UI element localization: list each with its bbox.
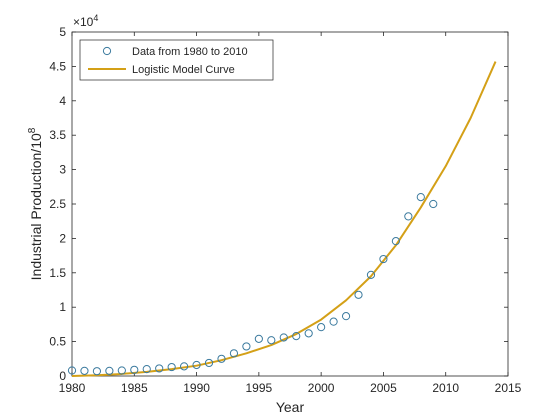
y-tick-label: 3.5 [49, 128, 66, 142]
data-point-marker [105, 366, 114, 375]
data-point-marker [391, 237, 400, 246]
data-point-marker [229, 349, 239, 358]
model-curve-line [71, 61, 497, 377]
y-tick-label: 1 [59, 300, 66, 314]
data-point-marker [341, 312, 351, 321]
data-point-marker [80, 366, 89, 375]
y-tick-label: 4 [59, 94, 66, 108]
data-point-marker [155, 364, 164, 373]
data-point-marker [217, 354, 226, 363]
y-tick-label: 4.5 [49, 59, 66, 73]
data-point-marker [192, 360, 201, 370]
x-tick-label: 2015 [495, 381, 522, 395]
legend: Data from 1980 to 2010 Logistic Model Cu… [79, 39, 274, 81]
legend-box [79, 39, 274, 81]
data-point-marker [329, 317, 338, 326]
y-tick-label: 2 [59, 231, 66, 245]
y-tick-label: 1.5 [49, 266, 66, 280]
data-point-marker [292, 331, 301, 341]
data-point-marker [429, 199, 438, 209]
data-point-marker [267, 336, 276, 345]
x-tick-label: 1980 [59, 381, 86, 395]
legend-marker-data [102, 46, 112, 56]
data-point-marker [142, 365, 151, 374]
x-tick-label: 1990 [183, 381, 210, 395]
x-tick-label: 2005 [370, 381, 397, 395]
data-point-marker [366, 270, 376, 279]
data-point-marker [117, 366, 126, 375]
x-tick-label: 2010 [432, 381, 459, 395]
y-tick-label: 3 [59, 163, 66, 177]
y-tick-label: 0 [59, 369, 66, 383]
x-tick-label: 1985 [121, 381, 148, 395]
y-exponent-power: 4 [93, 13, 98, 23]
y-exponent-base: ×104 [73, 13, 98, 29]
x-tick-label: 1995 [246, 381, 273, 395]
data-point-marker [167, 362, 176, 372]
data-point-marker [354, 290, 363, 299]
data-point-marker [279, 333, 288, 342]
plot-area-frame [71, 31, 509, 377]
data-point-marker [180, 362, 189, 371]
y-axis-label: Industrial Production/108 [27, 127, 44, 280]
data-point-marker [304, 329, 313, 338]
legend-label-model: Logistic Model Curve [132, 64, 235, 76]
x-tick-label: 2000 [308, 381, 335, 395]
data-point-marker [92, 367, 102, 376]
data-point-marker [254, 334, 263, 343]
data-point-marker [404, 212, 413, 221]
data-point-marker [67, 366, 77, 375]
y-tick-label: 0.5 [49, 335, 66, 349]
data-point-marker [317, 323, 326, 332]
y-tick-label: 2.5 [49, 197, 66, 211]
data-point-marker [242, 342, 251, 351]
x-axis-label: Year [276, 399, 305, 415]
legend-label-data: Data from 1980 to 2010 [132, 46, 248, 58]
data-point-marker [379, 254, 388, 264]
data-point-marker [130, 365, 139, 374]
y-tick-label: 5 [59, 25, 66, 39]
data-point-marker [204, 358, 214, 368]
y-axis-label-superscript: 8 [27, 127, 38, 133]
data-point-marker [416, 193, 425, 202]
